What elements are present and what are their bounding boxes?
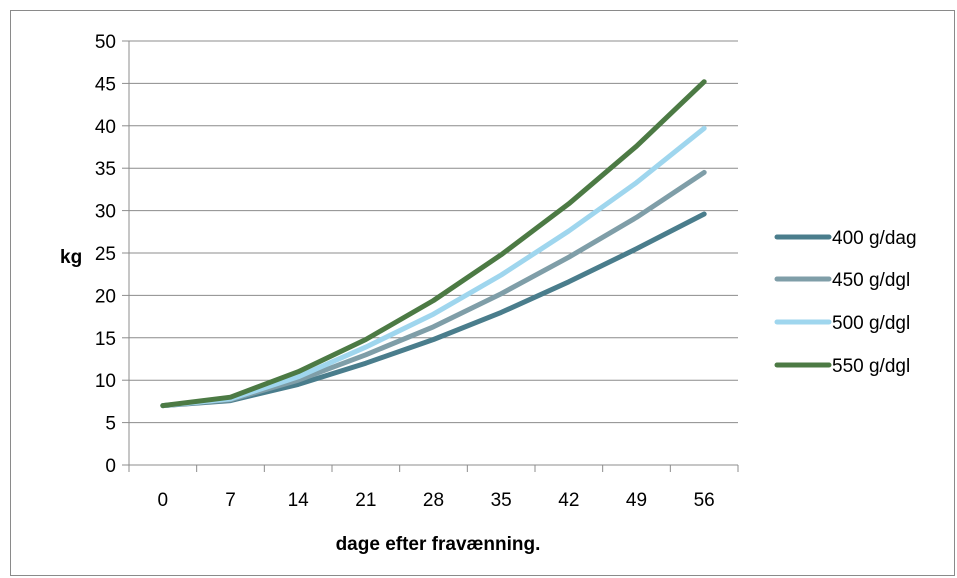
y-tick-label: 50 xyxy=(95,32,116,53)
y-tick-label: 0 xyxy=(105,456,116,477)
y-tick-label: 30 xyxy=(95,202,116,223)
x-tick-label: 0 xyxy=(158,490,169,511)
line-chart: 0 5 10 15 20 25 30 35 40 45 50 0 7 14 21 28 35 42 49 56 kg… xyxy=(60,32,917,555)
y-tick-label: 10 xyxy=(95,371,116,392)
x-tick-label: 21 xyxy=(355,490,376,511)
x-tick-label: 35 xyxy=(491,490,512,511)
series-line-0 xyxy=(160,211,707,409)
x-tick-label: 14 xyxy=(288,490,310,511)
series-line-3 xyxy=(160,79,707,409)
x-tick-label: 7 xyxy=(225,490,236,511)
y-tick-label: 25 xyxy=(95,244,116,265)
chart-frame: 0 5 10 15 20 25 30 35 40 45 50 0 7 14 21 28 35 42 49 56 kg… xyxy=(10,10,955,576)
x-tick-labels: 0 7 14 21 28 35 42 49 56 xyxy=(158,490,715,511)
legend-label: 500 g/dgl xyxy=(832,313,910,334)
gridlines xyxy=(129,40,738,424)
axes xyxy=(122,40,739,472)
y-tick-label: 15 xyxy=(95,329,116,350)
legend-label: 450 g/dgl xyxy=(832,270,910,291)
y-tick-label: 20 xyxy=(95,286,116,307)
x-tick-label: 49 xyxy=(626,490,647,511)
y-tick-label: 5 xyxy=(105,414,116,435)
legend: 400 g/dag 450 g/dgl 500 g/dgl 550 g/dgl xyxy=(774,228,917,377)
y-tick-label: 40 xyxy=(95,117,116,138)
x-tick-label: 28 xyxy=(423,490,444,511)
y-tick-label: 45 xyxy=(95,74,116,95)
series-lines xyxy=(160,79,707,409)
y-tick-labels: 0 5 10 15 20 25 30 35 40 45 50 xyxy=(95,32,116,477)
legend-label: 400 g/dag xyxy=(832,228,917,249)
y-tick-label: 35 xyxy=(95,159,116,180)
legend-label: 550 g/dgl xyxy=(832,356,910,377)
x-axis-title: dage efter fravænning. xyxy=(336,534,541,555)
series-line-1 xyxy=(160,169,707,409)
x-tick-label: 42 xyxy=(558,490,579,511)
x-tick-label: 56 xyxy=(694,490,715,511)
series-line-2 xyxy=(160,125,707,409)
y-axis-title: kg xyxy=(60,247,82,268)
